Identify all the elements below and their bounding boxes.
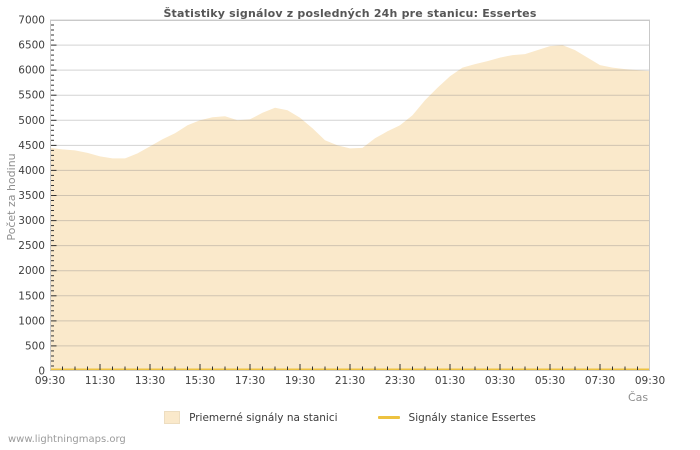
svg-text:05:30: 05:30: [535, 375, 565, 387]
legend-swatch-line: [377, 416, 400, 419]
svg-text:4500: 4500: [18, 140, 45, 152]
svg-text:2000: 2000: [18, 265, 45, 277]
svg-text:3500: 3500: [18, 190, 45, 202]
svg-text:0: 0: [38, 366, 45, 378]
legend-item-station: Signály stanice Essertes: [377, 411, 536, 424]
svg-text:19:30: 19:30: [285, 375, 315, 387]
svg-text:15:30: 15:30: [185, 375, 215, 387]
svg-text:11:30: 11:30: [85, 375, 115, 387]
watermark: www.lightningmaps.org: [8, 434, 126, 445]
svg-text:6500: 6500: [18, 40, 45, 52]
svg-text:03:30: 03:30: [485, 375, 515, 387]
svg-text:2500: 2500: [18, 240, 45, 252]
svg-text:21:30: 21:30: [335, 375, 365, 387]
svg-text:01:30: 01:30: [435, 375, 465, 387]
svg-text:3000: 3000: [18, 215, 45, 227]
svg-text:09:30: 09:30: [635, 375, 665, 387]
svg-text:5500: 5500: [18, 90, 45, 102]
svg-text:6000: 6000: [18, 65, 45, 77]
svg-text:1000: 1000: [18, 315, 45, 327]
svg-text:13:30: 13:30: [135, 375, 165, 387]
legend-label-station: Signály stanice Essertes: [408, 411, 536, 424]
legend-item-average: Priemerné signály na stanici: [164, 411, 338, 424]
svg-text:17:30: 17:30: [235, 375, 265, 387]
legend-swatch-area: [164, 411, 181, 424]
legend: Priemerné signály na stanici Signály sta…: [0, 411, 700, 424]
svg-text:500: 500: [25, 340, 45, 352]
legend-label-average: Priemerné signály na stanici: [189, 411, 338, 424]
x-axis-title: Čas: [628, 391, 649, 404]
svg-text:09:30: 09:30: [35, 375, 65, 387]
svg-text:23:30: 23:30: [385, 375, 415, 387]
chart-title: Štatistiky signálov z posledných 24h pre…: [163, 7, 537, 20]
svg-text:4000: 4000: [18, 165, 45, 177]
svg-text:7000: 7000: [18, 15, 45, 27]
svg-text:5000: 5000: [18, 115, 45, 127]
svg-text:1500: 1500: [18, 290, 45, 302]
svg-text:07:30: 07:30: [585, 375, 615, 387]
